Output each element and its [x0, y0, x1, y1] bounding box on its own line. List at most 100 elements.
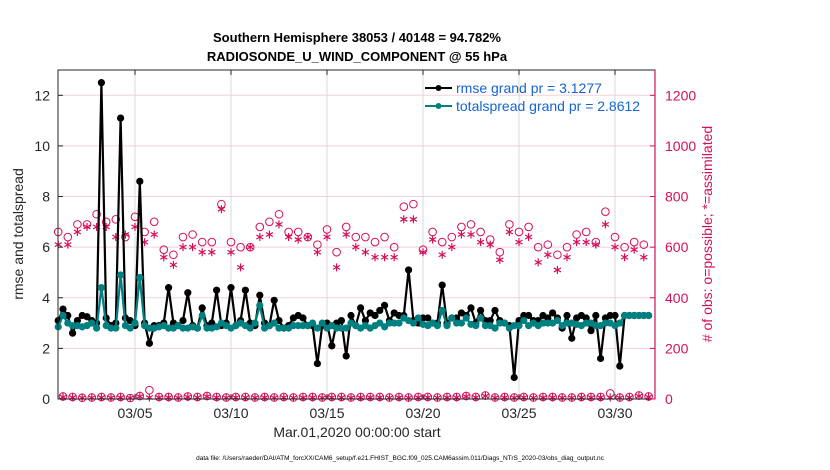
- rmse-point: [549, 309, 557, 317]
- y-axis-label: rmse and totalspread: [10, 168, 26, 300]
- rmse-line: [57, 81, 649, 379]
- obs-assimilated-marker: [208, 248, 216, 257]
- obs-possible-marker: [274, 209, 284, 219]
- obs-possible-marker: [533, 242, 543, 252]
- totalspread-point: [126, 324, 134, 332]
- x-tick-label: 03/25: [501, 405, 536, 421]
- x-tick-label: 03/05: [117, 405, 152, 421]
- obs-assimilated-marker: [332, 263, 341, 272]
- obs-assimilated-marker: [184, 392, 192, 401]
- obs-possible-marker: [149, 217, 159, 227]
- totalspread-point: [477, 314, 485, 322]
- y-tick-label: 4: [42, 290, 50, 306]
- obs-assimilated-marker: [582, 238, 590, 247]
- totalspread-point: [414, 314, 422, 322]
- legend-rmse-marker: [435, 85, 442, 91]
- obs-assimilated-marker: [448, 243, 456, 252]
- obs-assimilated-marker: [256, 233, 264, 242]
- obs-possible-marker: [236, 242, 245, 252]
- obs-possible-marker: [178, 232, 188, 242]
- rmse-point: [208, 319, 216, 327]
- rmse-point: [165, 284, 173, 292]
- totalspread-point: [213, 323, 221, 331]
- obs-assimilated-marker: [361, 248, 370, 257]
- y-tick-label: 2: [42, 340, 50, 356]
- rmse-point: [328, 342, 336, 350]
- y2-tick-label: 1000: [665, 138, 696, 154]
- legend-rmse-label: rmse grand pr = 3.1277: [456, 80, 602, 96]
- totalspread-point: [520, 316, 528, 325]
- totalspread-point: [97, 284, 105, 292]
- obs-possible-marker: [255, 222, 265, 232]
- totalspread-point: [472, 322, 480, 330]
- obs-assimilated-marker: [563, 253, 571, 262]
- footnote-data-file: data file: /Users/raeder/DAI/ATM_forcXX/…: [196, 455, 605, 462]
- obs-assimilated-marker: [150, 230, 158, 239]
- rmse-point: [184, 289, 192, 297]
- y2-axis-ticks: 0 200 400 600 800 1000 1200: [650, 87, 696, 407]
- rmse-point: [256, 291, 264, 299]
- totalspread-point: [457, 319, 465, 327]
- obs-assimilated-marker: [323, 233, 331, 242]
- obs-possible-marker: [332, 247, 341, 257]
- rmse-point: [405, 266, 413, 274]
- chart-subtitle: RADIOSONDE_U_WIND_COMPONENT @ 55 hPa: [207, 49, 508, 64]
- obs-possible-marker: [562, 242, 572, 252]
- obs-assimilated-marker: [486, 240, 494, 249]
- totalspread-point: [448, 314, 456, 322]
- obs-assimilated-marker: [524, 233, 533, 242]
- obs-possible-marker: [409, 199, 418, 209]
- y-axis-ticks: 0 2 4 6 8 10 12: [34, 87, 63, 407]
- obs-possible-marker: [505, 220, 514, 229]
- obs-assimilated-marker: [620, 253, 629, 262]
- obs-assimilated-marker: [534, 258, 542, 267]
- totalspread-point: [433, 322, 441, 330]
- totalspread-point: [88, 319, 96, 327]
- rmse-point: [376, 306, 384, 315]
- obs-possible-marker: [351, 232, 361, 242]
- rmse-point: [83, 313, 91, 321]
- obs-assimilated-marker: [246, 243, 254, 252]
- obs-assimilated-marker: [644, 392, 653, 401]
- obs-assimilated-marker: [438, 250, 446, 259]
- obs-possible-marker: [265, 217, 274, 227]
- totalspread-point: [381, 323, 389, 331]
- obs-assimilated-marker: [400, 215, 408, 224]
- rmse-point: [611, 311, 619, 320]
- obs-assimilated-marker: [640, 253, 648, 262]
- rmse-point: [587, 327, 595, 335]
- obs-assimilated-marker: [83, 222, 91, 231]
- totalspread-point: [553, 316, 562, 325]
- obs-possible-marker: [399, 202, 409, 211]
- obs-assimilated-marker: [275, 220, 283, 229]
- obs-assimilated-marker: [428, 235, 437, 244]
- rmse-point: [568, 334, 576, 342]
- obs-possible-marker: [553, 250, 562, 260]
- rmse-point: [313, 359, 321, 368]
- y2-tick-label: 600: [665, 239, 689, 255]
- totalspread-point: [246, 324, 254, 332]
- rmse-point: [467, 304, 475, 312]
- rmse-point: [136, 177, 144, 185]
- obs-possible-marker: [428, 227, 437, 237]
- grid-lines: [58, 70, 655, 399]
- obs-assimilated-marker: [145, 393, 154, 402]
- rmse-point: [337, 316, 345, 325]
- obs-assimilated-marker: [304, 233, 312, 242]
- rmse-point: [342, 352, 350, 360]
- rmse-point: [69, 329, 77, 337]
- y-tick-label: 8: [42, 189, 50, 205]
- legend-totalspread-label: totalspread grand pr = 2.8612: [456, 98, 640, 114]
- y-tick-label: 6: [42, 239, 50, 255]
- x-axis-label: Mar.01,2020 00:00:00 start: [273, 424, 440, 440]
- y2-tick-label: 0: [665, 391, 673, 407]
- y2-tick-label: 200: [665, 340, 689, 356]
- totalspread-point: [309, 319, 317, 327]
- totalspread-point: [616, 319, 624, 327]
- obs-possible-marker: [111, 215, 121, 224]
- rmse-point: [582, 314, 590, 322]
- obs-assimilated-marker: [352, 243, 360, 252]
- obs-assimilated-marker: [419, 248, 427, 257]
- totalspread-point: [342, 324, 350, 332]
